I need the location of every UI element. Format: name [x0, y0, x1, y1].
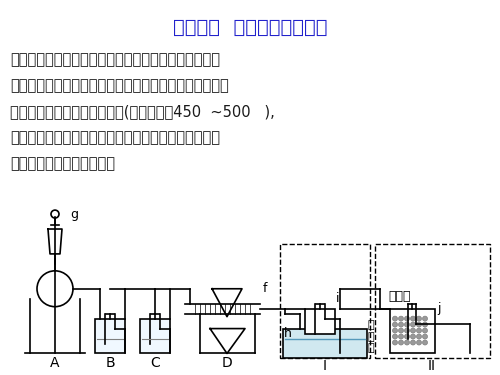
- Text: D: D: [222, 356, 232, 370]
- Circle shape: [392, 340, 398, 345]
- Circle shape: [398, 340, 404, 345]
- Bar: [390, 309, 435, 354]
- Circle shape: [398, 334, 404, 339]
- Text: 室制备四氯化硅的装置图：: 室制备四氯化硅的装置图：: [10, 156, 115, 171]
- Circle shape: [404, 316, 409, 321]
- Text: j: j: [437, 302, 440, 315]
- Circle shape: [392, 322, 398, 327]
- Circle shape: [416, 334, 422, 339]
- Circle shape: [404, 322, 409, 327]
- Circle shape: [416, 340, 422, 345]
- Circle shape: [422, 328, 428, 333]
- Bar: [280, 244, 370, 358]
- Text: f: f: [263, 282, 268, 295]
- Text: 单晶硅是信息产业中重要的基础材料。通常用碳在高温: 单晶硅是信息产业中重要的基础材料。通常用碳在高温: [10, 52, 220, 67]
- Circle shape: [398, 328, 404, 333]
- Circle shape: [422, 334, 428, 339]
- Circle shape: [422, 316, 428, 321]
- Bar: [305, 309, 335, 333]
- Circle shape: [392, 334, 398, 339]
- Circle shape: [416, 322, 422, 327]
- Circle shape: [422, 322, 428, 327]
- Circle shape: [410, 316, 416, 321]
- Text: 碱石灰: 碱石灰: [389, 290, 411, 303]
- Text: B: B: [105, 356, 115, 370]
- Circle shape: [416, 328, 422, 333]
- Text: 下还原二氧化硅制得粗硅（含铁、铝、硼、磷等杂质），: 下还原二氧化硅制得粗硅（含铁、铝、硼、磷等杂质），: [10, 78, 229, 93]
- Bar: [95, 319, 125, 354]
- Circle shape: [398, 316, 404, 321]
- Text: 实验探究  高纯硅的制取实验: 实验探究 高纯硅的制取实验: [173, 18, 327, 38]
- Bar: [283, 328, 367, 358]
- Text: g: g: [70, 208, 78, 220]
- Text: A: A: [50, 356, 60, 370]
- Circle shape: [404, 328, 409, 333]
- Text: I: I: [323, 359, 327, 374]
- Text: C: C: [150, 356, 160, 370]
- Circle shape: [398, 322, 404, 327]
- Circle shape: [392, 316, 398, 321]
- Circle shape: [410, 322, 416, 327]
- Text: 粗硅与氯气反应生成四氯化硅(反应温度为450  ~500   ),: 粗硅与氯气反应生成四氯化硅(反应温度为450 ~500 ),: [10, 104, 275, 119]
- Circle shape: [404, 334, 409, 339]
- Circle shape: [392, 328, 398, 333]
- Circle shape: [422, 340, 428, 345]
- Text: 四氯化硅经提纯后用氢气还原可得高纯硅。以下是实验: 四氯化硅经提纯后用氢气还原可得高纯硅。以下是实验: [10, 130, 220, 145]
- Text: h: h: [284, 327, 292, 340]
- Circle shape: [410, 328, 416, 333]
- Circle shape: [410, 340, 416, 345]
- Text: II: II: [428, 359, 436, 374]
- Text: 冷
却
液: 冷 却 液: [368, 320, 374, 353]
- Circle shape: [416, 316, 422, 321]
- Circle shape: [410, 334, 416, 339]
- Text: i: i: [336, 292, 340, 305]
- Circle shape: [404, 340, 409, 345]
- Bar: [140, 319, 170, 354]
- Bar: [375, 244, 490, 358]
